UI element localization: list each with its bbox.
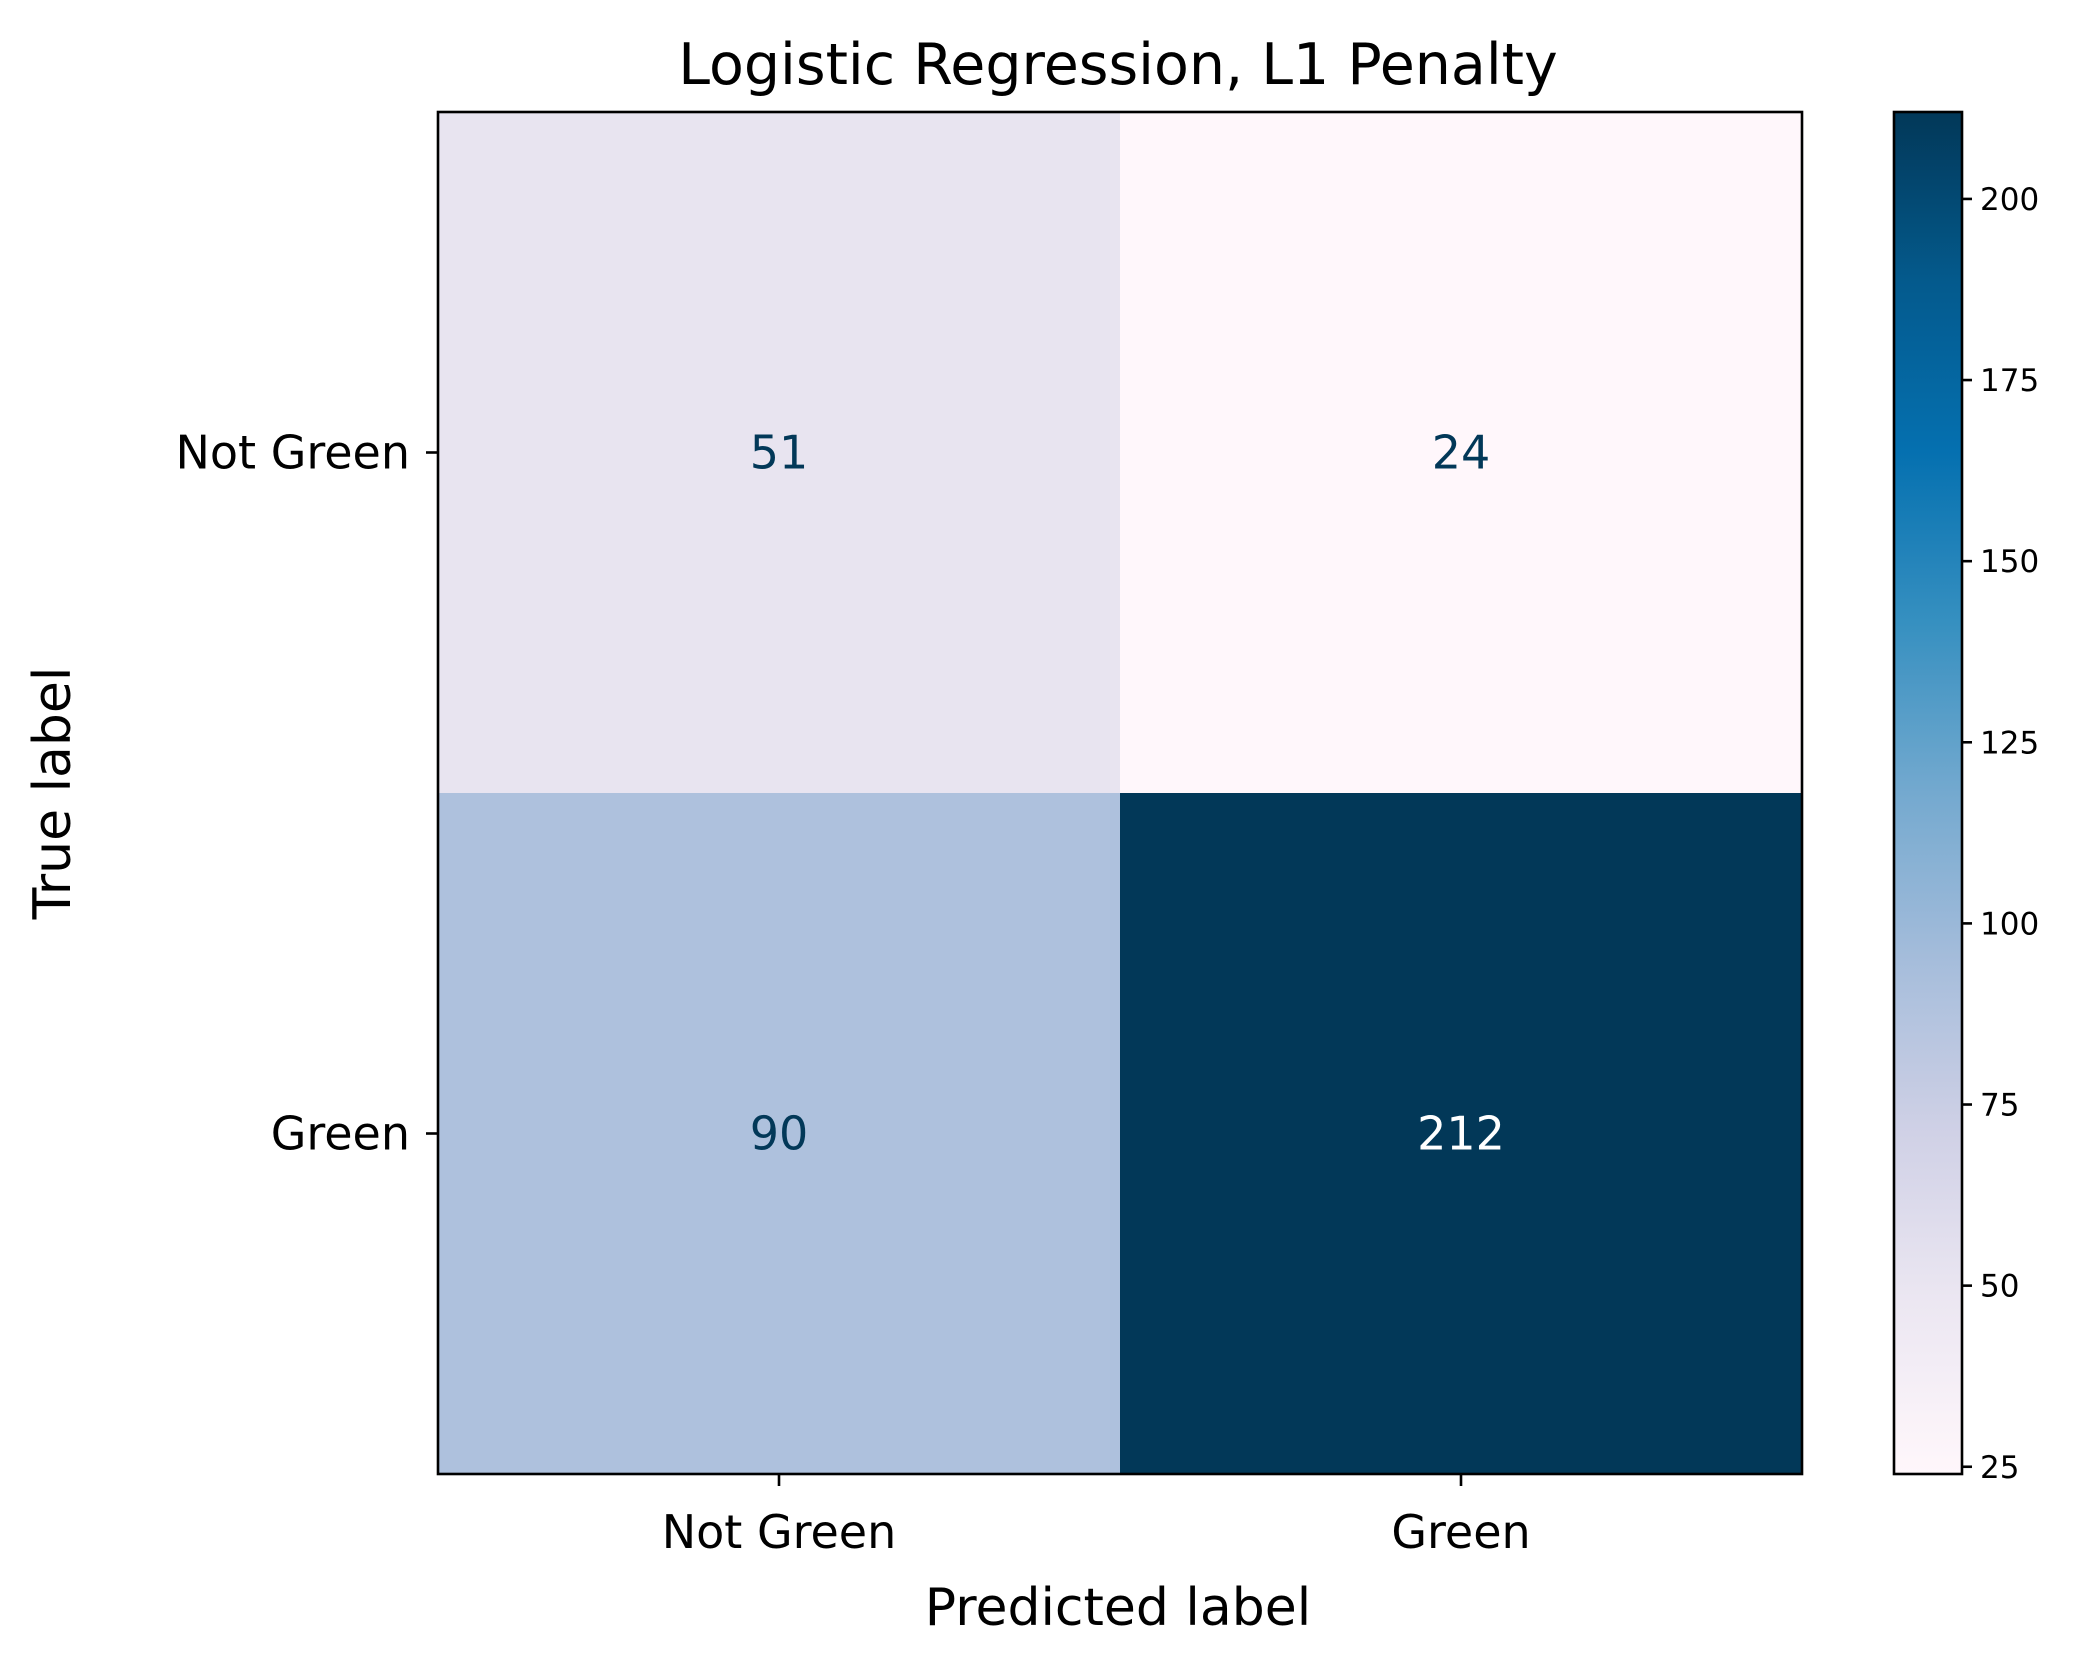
colorbar-tick-label: 150 [1980, 544, 2039, 580]
x-tick-label: Not Green [662, 1505, 897, 1559]
cell-value-label: 90 [750, 1107, 809, 1161]
colorbar-tick-label: 75 [1980, 1088, 2019, 1124]
plot-frame [436, 110, 1804, 1476]
heatmap-cell [438, 112, 1121, 794]
heatmap-cell [438, 793, 1121, 1475]
x-tick-label: Green [1391, 1505, 1530, 1559]
colorbar-tick-label: 125 [1980, 725, 2039, 761]
colorbar-tick-label: 25 [1980, 1450, 2019, 1486]
colorbar-tick-label: 50 [1980, 1269, 2019, 1305]
colorbar-tick-label: 175 [1980, 363, 2039, 399]
y-tick-label: Not Green [175, 426, 410, 480]
x-axis-ticks: Not Green Green [662, 1474, 1531, 1559]
colorbar-tick-label: 200 [1980, 182, 2039, 218]
x-axis-label: Predicted label [925, 1578, 1311, 1638]
cell-value-label: 24 [1432, 426, 1491, 480]
colorbar-tick-label: 100 [1980, 906, 2039, 942]
y-tick-label: Green [271, 1107, 410, 1161]
heatmap-cell [1120, 112, 1803, 794]
heatmap-cells: 51 24 90 212 [438, 112, 1803, 1475]
heatmap-cell [1120, 793, 1803, 1475]
chart-title: Logistic Regression, L1 Penalty [678, 32, 1558, 98]
colorbar [1894, 112, 1962, 1474]
cell-value-label: 51 [750, 426, 809, 480]
y-axis-ticks: Not Green Green [175, 426, 438, 1161]
cell-value-label: 212 [1417, 1107, 1505, 1161]
colorbar-ticks: 25 50 75 100 125 150 175 200 [1962, 182, 2039, 1486]
colorbar-frame [1892, 110, 1964, 1476]
y-axis-label: True label [23, 667, 83, 921]
